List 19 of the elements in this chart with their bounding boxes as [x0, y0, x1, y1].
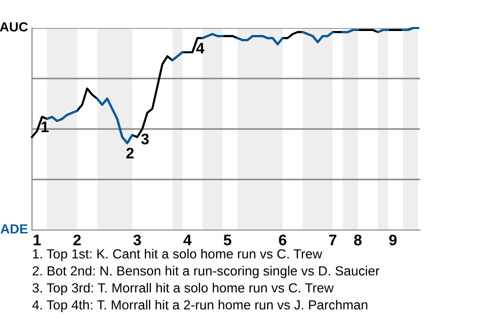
x-tick-label: 4 [183, 234, 192, 246]
x-tick-label: 2 [73, 234, 81, 246]
x-tick-label: 9 [389, 234, 397, 246]
text: 1. Top 1st: K. Cant hit a solo home run vs C. Trew [33, 248, 322, 262]
x-tick-label: 3 [133, 234, 141, 246]
x-tick-label: 7 [329, 234, 336, 246]
x-tick-label: 8 [354, 234, 362, 246]
text: 2. Bot 2nd: N. Benson hit a run-scoring single vs D. Saucier [32, 266, 380, 278]
x-tick-label: 5 [224, 234, 232, 246]
x-tick-label: 6 [278, 234, 286, 246]
x-tick-label: 1 [34, 234, 41, 246]
annotation: 1 [42, 122, 49, 132]
text: 3. Top 3rd: T. Morrall hit a solo home run vs C. Trew [32, 282, 334, 296]
annotation: 3 [141, 134, 149, 144]
text: 4. Top 4th: T. Morrall hit a 2-run home run vs J. Parchman [32, 300, 368, 312]
text: AUC [0, 22, 28, 32]
text: ADE [0, 224, 28, 234]
annotation: 2 [126, 148, 134, 158]
annotation: 4 [196, 42, 204, 54]
